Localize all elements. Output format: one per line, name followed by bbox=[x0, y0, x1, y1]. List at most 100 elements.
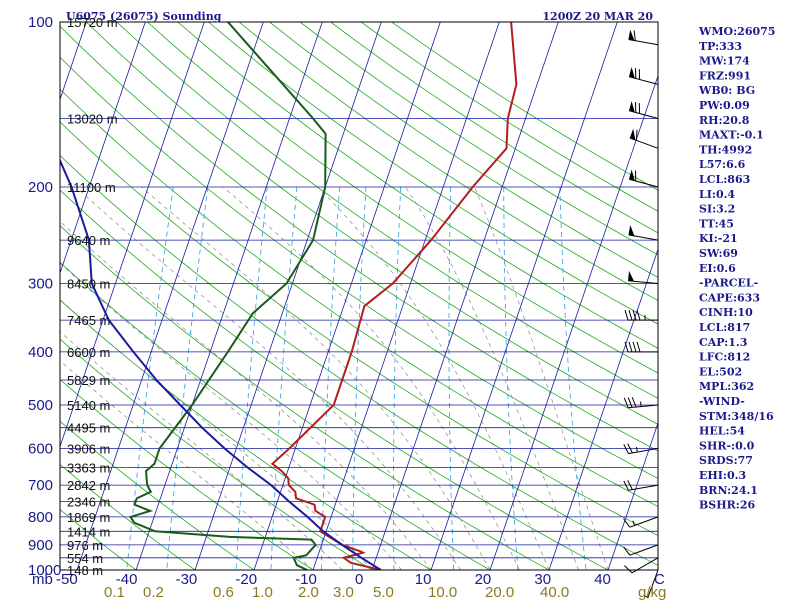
chart-title: U6075 (26075) Sounding bbox=[66, 10, 222, 23]
pressure-tick: 700 bbox=[28, 477, 53, 494]
index-item: WMO:26075 bbox=[698, 25, 775, 38]
mixing-ratio-tick: 1.0 bbox=[252, 584, 273, 600]
index-item: HEL:54 bbox=[699, 425, 745, 438]
isotherm bbox=[607, 421, 658, 570]
dry-adiabat bbox=[177, 22, 658, 349]
dry-adiabat bbox=[60, 338, 373, 570]
barb-feather bbox=[631, 397, 637, 408]
index-item: PW:0.09 bbox=[699, 99, 750, 112]
wind-barb bbox=[628, 169, 659, 188]
mixing-ratio-tick: 40.0 bbox=[540, 584, 569, 600]
height-label: 148 m bbox=[67, 563, 103, 578]
isotherm bbox=[194, 22, 382, 570]
height-label: 2842 m bbox=[67, 478, 110, 493]
index-item: KI:-21 bbox=[699, 232, 738, 245]
mixing-ratio-line bbox=[559, 186, 587, 570]
dry-adiabat bbox=[60, 225, 550, 570]
height-label: 1414 m bbox=[67, 524, 110, 539]
dry-adiabat bbox=[60, 299, 432, 570]
isotherm bbox=[253, 22, 441, 570]
height-label: 13020 m bbox=[67, 112, 118, 127]
index-item: SW:69 bbox=[699, 247, 738, 260]
barb-feather bbox=[636, 309, 641, 321]
mixing-ratio-tick: 20.0 bbox=[485, 584, 514, 600]
index-item: L57:6.6 bbox=[699, 158, 746, 171]
isotherm bbox=[135, 22, 323, 570]
pressure-tick: 500 bbox=[28, 397, 53, 414]
dry-adiabat bbox=[208, 22, 658, 325]
pressure-tick: 400 bbox=[28, 344, 53, 361]
height-label: 4495 m bbox=[67, 421, 110, 436]
index-item: MPL:362 bbox=[699, 380, 754, 393]
height-label: 1869 m bbox=[67, 510, 110, 525]
wind-barb bbox=[623, 516, 659, 528]
pressure-tick: 300 bbox=[28, 276, 53, 293]
barb-staff bbox=[647, 569, 659, 599]
height-label: 554 m bbox=[67, 551, 103, 566]
isotherm bbox=[60, 22, 146, 275]
dry-adiabat bbox=[60, 121, 658, 537]
pressure-tick: 900 bbox=[28, 537, 53, 554]
pressure-tick: 1000 bbox=[28, 562, 61, 579]
isotherm bbox=[548, 248, 658, 570]
mixing-ratio-line bbox=[503, 187, 519, 570]
barb-feather bbox=[636, 341, 641, 353]
index-item: BRN:24.1 bbox=[699, 484, 758, 497]
height-label: 15720 m bbox=[67, 15, 118, 30]
index-item: TP:333 bbox=[699, 40, 742, 53]
dry-adiabat bbox=[60, 420, 255, 570]
index-item: -PARCEL- bbox=[699, 277, 758, 290]
dry-adiabat bbox=[60, 88, 658, 508]
index-item: LCL:817 bbox=[699, 321, 750, 334]
barb-staff bbox=[628, 76, 659, 85]
barb-half-feather bbox=[636, 447, 638, 453]
index-item: MAXT:-0.1 bbox=[699, 129, 764, 142]
pressure-tick: 600 bbox=[28, 440, 53, 457]
index-item: CAPE:633 bbox=[699, 291, 760, 304]
barb-feather bbox=[635, 129, 638, 141]
index-item: MW:174 bbox=[699, 55, 750, 68]
barb-feather bbox=[623, 518, 631, 528]
index-item: TH:4992 bbox=[699, 143, 752, 156]
mixing-ratio-tick: 5.0 bbox=[373, 584, 394, 600]
mixing-ratio-line bbox=[320, 186, 340, 570]
mixing-ratio-tick: 2.0 bbox=[298, 584, 319, 600]
barb-feather bbox=[623, 546, 631, 556]
index-item: SI:3.2 bbox=[699, 203, 735, 216]
wind-barb bbox=[629, 128, 659, 149]
wind-barb bbox=[624, 309, 658, 321]
height-label: 7465 m bbox=[67, 313, 110, 328]
isotherm bbox=[430, 22, 618, 570]
sounding-series bbox=[60, 22, 518, 570]
isotherm bbox=[0, 22, 27, 582]
index-item: CINH:10 bbox=[699, 306, 753, 319]
dry-adiabat bbox=[116, 22, 658, 399]
isotherm bbox=[76, 22, 264, 570]
wind-barb bbox=[623, 544, 659, 556]
wind-barb bbox=[628, 225, 659, 241]
wind-barb bbox=[624, 341, 658, 353]
barb-feather bbox=[623, 444, 629, 454]
dry-adiabat bbox=[269, 22, 658, 278]
temperature-tick: 40 bbox=[594, 571, 611, 588]
temperature-tick: 0 bbox=[355, 571, 363, 588]
mixing-ratio-line bbox=[448, 186, 455, 570]
height-label: 6600 m bbox=[67, 345, 110, 360]
temperature-line bbox=[270, 22, 518, 570]
isotherm bbox=[489, 74, 658, 570]
barb-half-feather bbox=[640, 401, 642, 407]
wind-barb bbox=[628, 101, 659, 119]
mixing-ratio-line bbox=[166, 186, 209, 570]
height-label: 5829 m bbox=[67, 373, 110, 388]
moist-adiabat bbox=[222, 186, 520, 570]
plot-frame bbox=[59, 21, 659, 571]
moist-adiabat bbox=[141, 186, 491, 570]
barb-feather bbox=[623, 397, 629, 408]
height-label: 5140 m bbox=[67, 398, 110, 413]
barb-pennant bbox=[628, 225, 635, 236]
barb-pennant bbox=[628, 270, 635, 282]
isotherm bbox=[60, 22, 205, 448]
barb-pennant bbox=[629, 128, 636, 141]
mixing-ratio-tick: 10.0 bbox=[428, 584, 457, 600]
